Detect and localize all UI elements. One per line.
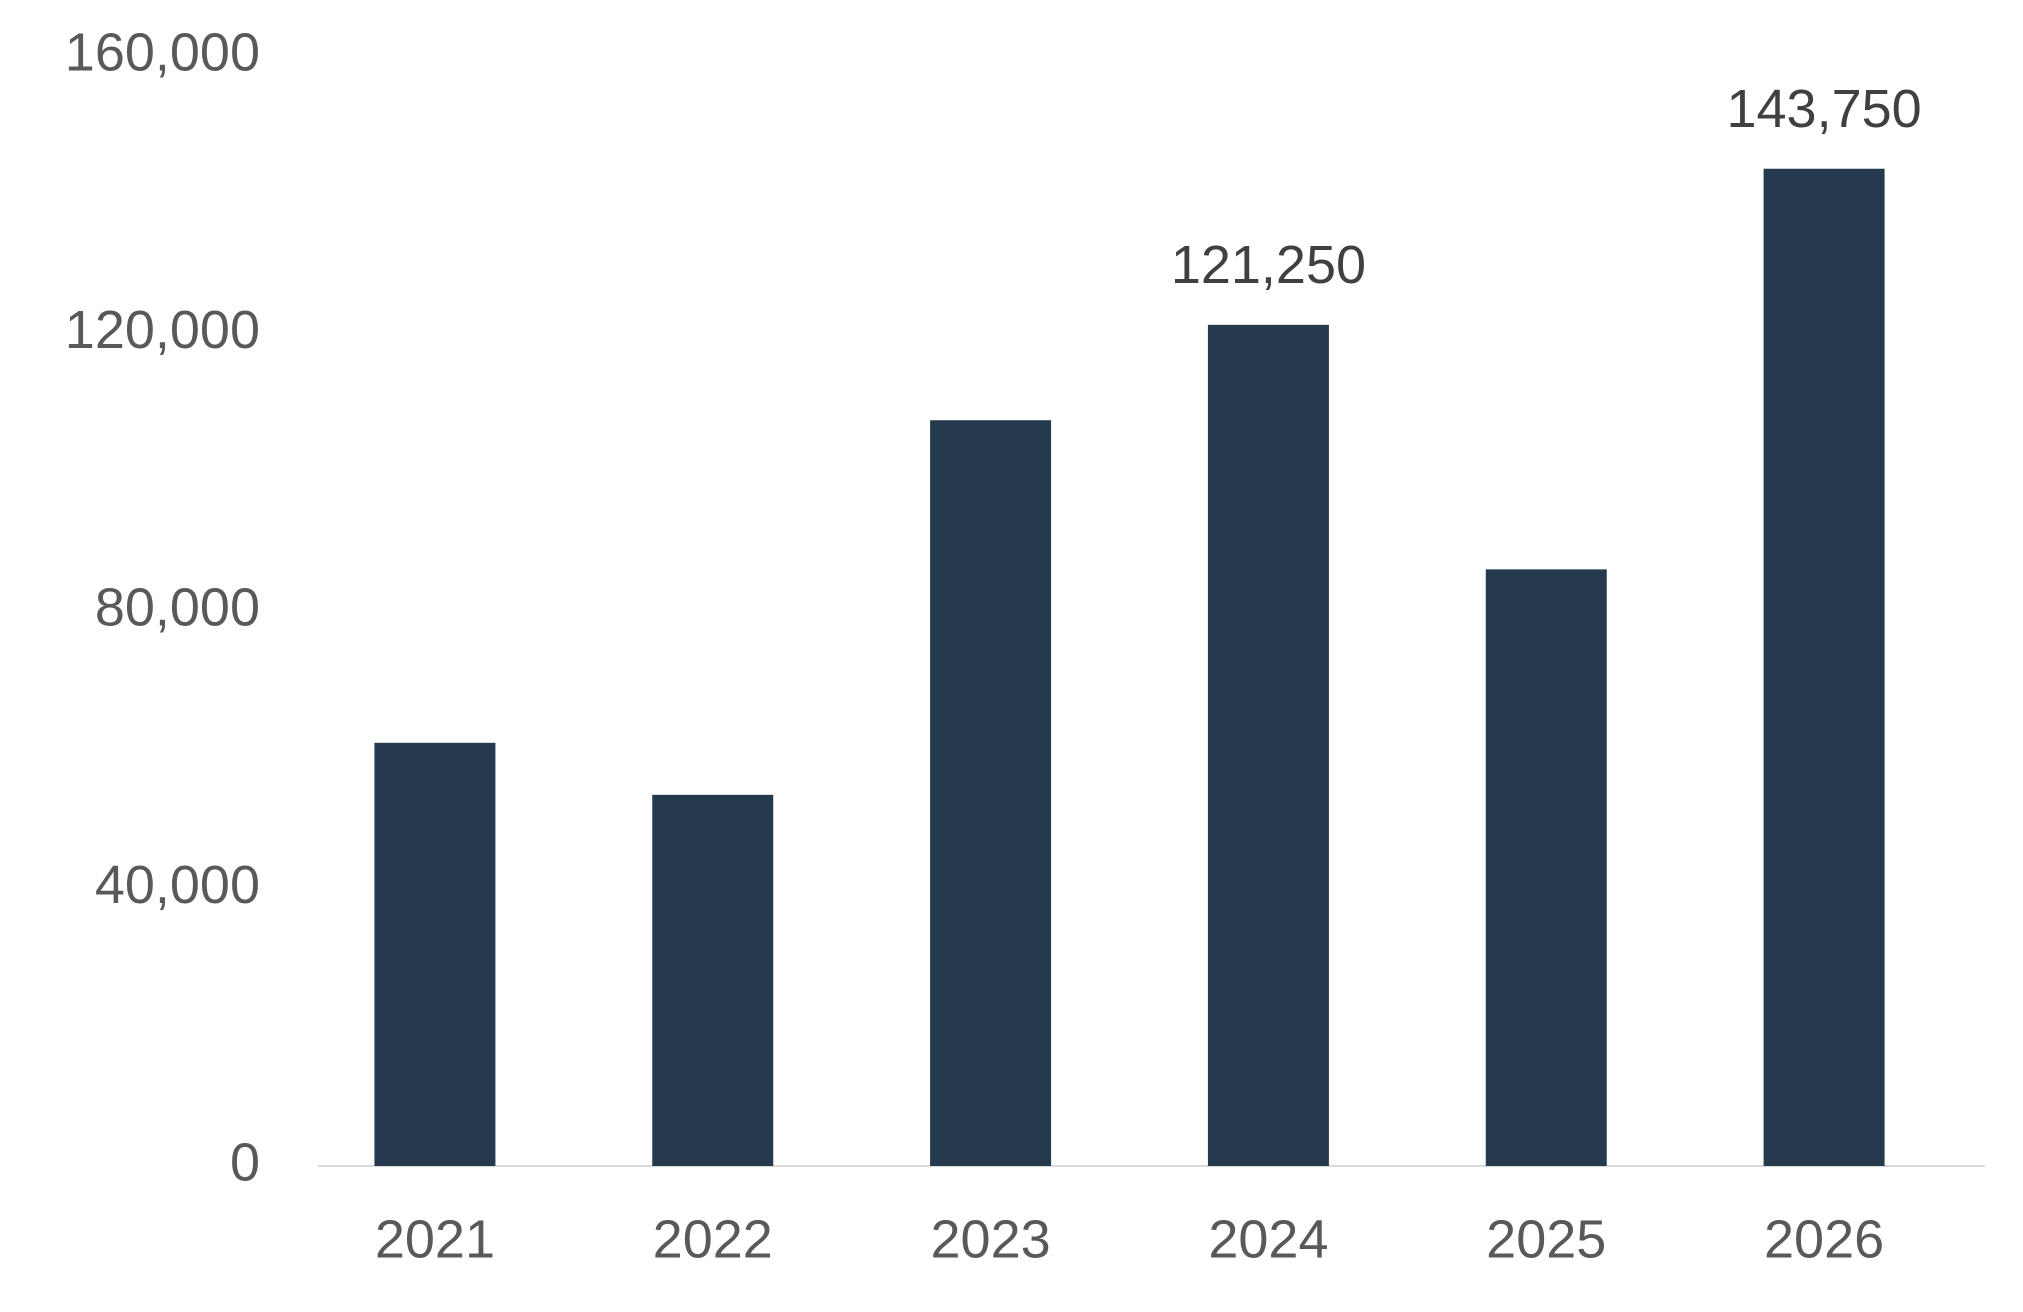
bar <box>1485 569 1607 1166</box>
bar <box>1763 168 1885 1166</box>
bar <box>374 742 496 1166</box>
y-tick-label: 160,000 <box>65 22 260 82</box>
bar <box>930 420 1052 1166</box>
y-tick-label: 80,000 <box>95 577 260 637</box>
y-tick-label: 40,000 <box>95 855 260 915</box>
x-tick-label: 2022 <box>653 1209 773 1269</box>
bar <box>652 794 774 1166</box>
x-tick-label: 2024 <box>1208 1209 1328 1269</box>
y-tick-label: 120,000 <box>65 300 260 360</box>
y-tick-label: 0 <box>230 1132 260 1192</box>
x-tick-label: 2026 <box>1764 1209 1884 1269</box>
value-label: 143,750 <box>1726 79 1921 139</box>
x-tick-label: 2023 <box>931 1209 1051 1269</box>
x-tick-label: 2025 <box>1486 1209 1606 1269</box>
value-label: 121,250 <box>1171 235 1366 295</box>
bar <box>1207 324 1329 1166</box>
x-tick-label: 2021 <box>375 1209 495 1269</box>
